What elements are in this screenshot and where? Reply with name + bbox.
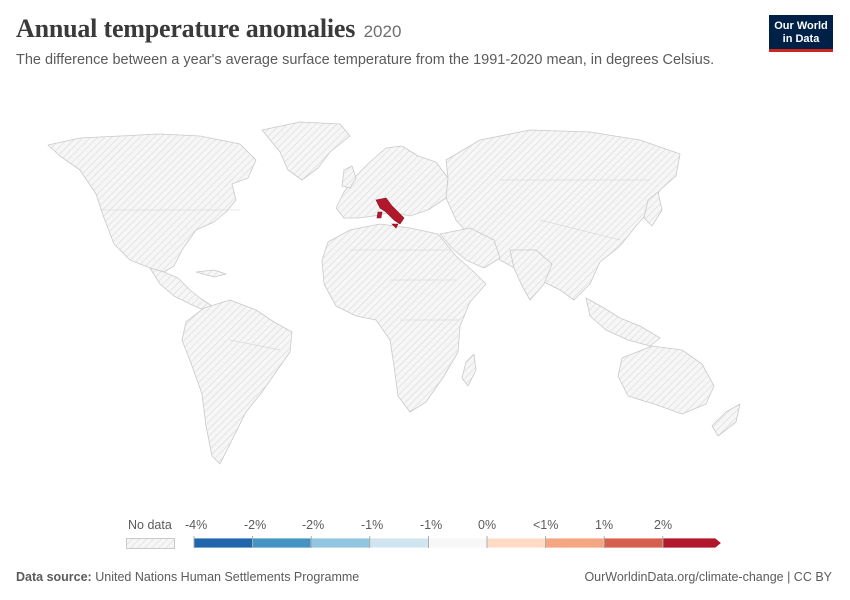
legend-no-data-label: No data <box>128 518 172 532</box>
caribbean <box>195 269 227 278</box>
chart-title: Annual temperature anomalies <box>16 14 356 43</box>
title-block: Annual temperature anomalies 2020 <box>16 14 401 44</box>
south-america <box>181 299 293 465</box>
legend-bin-label-0: -4% <box>185 518 208 532</box>
japan <box>643 191 663 227</box>
legend-bin-8[interactable] <box>662 537 723 549</box>
india <box>509 249 553 301</box>
legend-color-bar <box>193 536 723 549</box>
italy-highlighted[interactable] <box>375 197 405 229</box>
legend-bin-label-8: 2% <box>654 518 673 532</box>
new-zealand <box>711 403 741 437</box>
footer-url[interactable]: OurWorldinData.org/climate-change | CC B… <box>584 570 832 584</box>
middle-east <box>439 227 501 269</box>
logo-line-2: in Data <box>782 32 820 45</box>
legend-no-data-swatch[interactable] <box>126 538 178 550</box>
legend-bin-label-3: -1% <box>361 518 384 532</box>
legend-bin-6[interactable] <box>545 537 605 549</box>
source-value[interactable]: United Nations Human Settlements Program… <box>95 570 360 584</box>
north-america <box>47 133 257 273</box>
southeast-asia <box>585 297 661 347</box>
madagascar <box>461 353 477 387</box>
source-label: Data source: <box>16 570 92 584</box>
chart-subtitle: The difference between a year's average … <box>16 52 715 68</box>
legend-bin-label-2: -2% <box>302 518 325 532</box>
logo-line-1: Our World <box>774 20 828 32</box>
legend-bin-2[interactable] <box>310 537 371 549</box>
chart-year[interactable]: 2020 <box>363 22 402 41</box>
legend-bin-label-6: <1% <box>533 518 559 532</box>
australia <box>617 345 715 415</box>
legend-bin-label-1: -2% <box>244 518 267 532</box>
legend-bin-4[interactable] <box>427 537 488 549</box>
central-america <box>149 267 213 311</box>
legend-bin-label-5: 0% <box>478 518 497 532</box>
world-map[interactable] <box>0 100 850 480</box>
uk <box>341 165 357 189</box>
legend-bin-1[interactable] <box>252 537 312 549</box>
greenland <box>261 121 351 181</box>
legend-bin-label-4: -1% <box>420 518 443 532</box>
legend-bin-3[interactable] <box>369 537 429 549</box>
legend-bin-0[interactable] <box>193 537 253 549</box>
legend-bin-7[interactable] <box>603 537 664 549</box>
legend-bin-5[interactable] <box>486 537 546 549</box>
legend-bin-label-7: 1% <box>595 518 614 532</box>
africa <box>321 223 487 413</box>
footer-source: Data source: United Nations Human Settle… <box>16 570 359 584</box>
owid-logo[interactable]: Our World in Data <box>769 15 833 52</box>
